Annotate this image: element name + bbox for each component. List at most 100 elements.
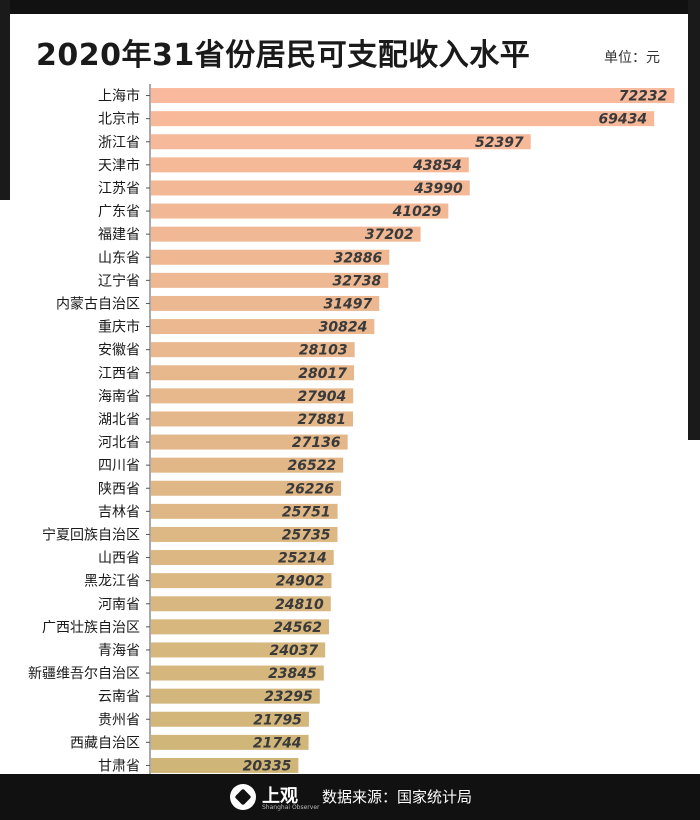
category-label: 北京市 (98, 111, 140, 128)
bar (151, 757, 299, 773)
bar (151, 434, 348, 450)
bar-value-label: 72232 (619, 89, 668, 105)
bar (151, 665, 324, 681)
bar (151, 711, 309, 727)
bar-value-label: 43990 (413, 181, 463, 197)
bar-value-label: 20335 (243, 758, 292, 774)
bar-value-label: 27904 (297, 389, 346, 405)
chart-title: 2020年31省份居民可支配收入水平 (36, 38, 531, 73)
bar-value-label: 25214 (278, 551, 327, 567)
bar-value-label: 31497 (324, 296, 373, 312)
category-label: 新疆维吾尔自治区 (28, 666, 140, 682)
bar (151, 526, 338, 542)
bar-value-label: 28017 (298, 366, 347, 382)
data-source: 数据来源：国家统计局 (322, 788, 473, 806)
category-label: 内蒙古自治区 (56, 296, 140, 312)
category-label: 天津市 (98, 157, 140, 174)
bar (151, 295, 380, 311)
top-frame-band (0, 0, 700, 14)
left-frame-band (0, 0, 10, 200)
category-label: 宁夏回族自治区 (42, 526, 140, 543)
logo-subtext: Shanghai Observer (262, 804, 320, 811)
bar (151, 550, 334, 566)
bar-value-label: 69434 (598, 112, 647, 128)
bar (151, 642, 326, 658)
bar-value-label: 32738 (333, 273, 382, 289)
bar-value-label: 25735 (282, 527, 331, 543)
category-label: 贵州省 (98, 712, 140, 728)
category-label: 青海省 (98, 643, 140, 659)
logo-name: 上观 (262, 786, 298, 807)
bar-value-label: 43854 (412, 158, 462, 174)
bar-value-label: 28103 (299, 343, 348, 359)
bar (151, 249, 390, 265)
bar-value-label: 27136 (292, 435, 341, 451)
bar-value-label: 26226 (285, 481, 334, 497)
bar-value-label: 52397 (475, 135, 524, 151)
logo-icon (230, 784, 256, 810)
bar (151, 203, 449, 219)
bar-value-label: 24810 (275, 597, 324, 613)
brand-logo: 上观 Shanghai Observer (230, 782, 340, 814)
bar (151, 457, 344, 473)
category-label: 江苏省 (98, 181, 140, 197)
category-label: 西藏自治区 (70, 735, 140, 751)
category-label: 重庆市 (98, 319, 140, 336)
category-label: 吉林省 (98, 504, 140, 520)
bar-value-label: 24902 (276, 574, 325, 590)
bar-value-label: 21744 (253, 735, 302, 751)
category-label: 海南省 (98, 389, 140, 405)
bar (151, 226, 421, 242)
bar-value-label: 30824 (319, 320, 368, 336)
category-label: 河南省 (98, 597, 140, 613)
bar-value-label: 24037 (269, 643, 318, 659)
category-label: 云南省 (98, 689, 140, 705)
bar (151, 157, 469, 173)
bar (151, 573, 332, 589)
category-label: 四川省 (98, 458, 140, 474)
category-label: 上海市 (98, 88, 140, 105)
category-label: 浙江省 (98, 135, 140, 151)
bar (151, 88, 675, 104)
bar (151, 480, 342, 496)
bar (151, 111, 655, 127)
category-label: 江西省 (98, 366, 140, 382)
category-label: 山西省 (98, 551, 140, 567)
category-label: 广西壮族自治区 (42, 620, 140, 636)
bar-value-label: 25751 (282, 504, 331, 520)
bar (151, 388, 354, 404)
category-label: 广东省 (98, 204, 140, 220)
category-label: 辽宁省 (98, 272, 140, 289)
bar (151, 319, 375, 335)
bar-value-label: 37202 (365, 227, 414, 243)
bar (151, 411, 354, 427)
bar (151, 180, 470, 196)
category-label: 山东省 (98, 250, 140, 266)
category-label: 河北省 (98, 435, 140, 451)
bar (151, 688, 320, 704)
bar-value-label: 24562 (273, 620, 322, 636)
footer-bar: 上观 Shanghai Observer 数据来源：国家统计局 (0, 774, 700, 820)
category-label: 陕西省 (98, 481, 140, 497)
bar-value-label: 27881 (297, 412, 346, 428)
bar-value-label: 32886 (334, 250, 383, 266)
bar (151, 503, 338, 519)
category-label: 湖北省 (98, 412, 140, 428)
bar-value-label: 23295 (264, 689, 313, 705)
category-label: 福建省 (98, 227, 140, 243)
bar-value-label: 26522 (287, 458, 336, 474)
bar (151, 342, 355, 358)
bar-value-label: 41029 (392, 204, 442, 220)
bar (151, 365, 355, 381)
unit-label: 单位：元 (604, 50, 660, 66)
category-label: 安徽省 (98, 343, 140, 359)
bar (151, 134, 531, 150)
category-label: 甘肃省 (98, 758, 140, 774)
right-frame-band (688, 0, 700, 440)
bar (151, 596, 331, 612)
category-label: 黑龙江省 (84, 574, 140, 590)
bar-value-label: 21795 (253, 712, 302, 728)
bar (151, 272, 389, 288)
bar (151, 619, 329, 635)
